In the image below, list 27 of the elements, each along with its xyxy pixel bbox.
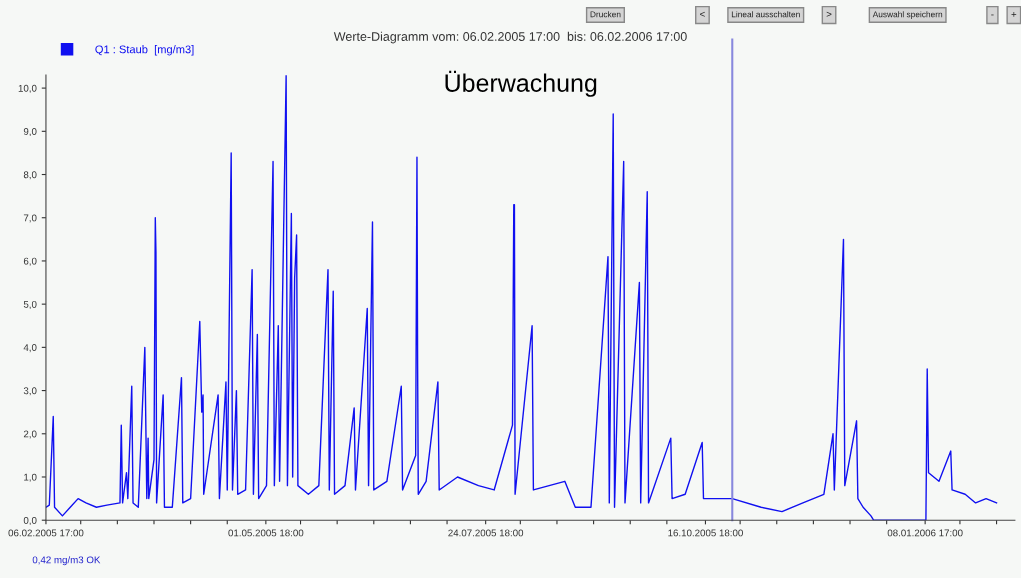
x-tick-label: 06.02.2005 17:00 — [8, 529, 84, 537]
text: 0,42 mg/m3 OK — [32, 556, 101, 566]
x-tick-label: 24.07.2005 18:00 — [448, 529, 524, 537]
x-tick-label: 16.10.2005 18:00 — [668, 529, 743, 537]
legend-label: Q1 : Staub [mg/m3] — [95, 45, 194, 56]
chart-title: Werte-Diagramm vom: 06.02.2005 17:00 bis: 06.02.2006 17:00 — [333, 31, 687, 44]
y-tick-label: 3,0 — [23, 387, 37, 396]
text: > — [826, 11, 832, 17]
y-tick-label: 8,0 — [23, 171, 37, 180]
text: Drucken — [590, 11, 621, 18]
text: Auswahl speichern — [872, 11, 943, 19]
y-tick-label: 1,0 — [24, 473, 37, 482]
y-tick-label: 9,0 — [23, 128, 37, 137]
y-tick-label: 5,0 — [23, 300, 37, 309]
y-tick-label: 0,0 — [23, 516, 37, 525]
y-tick-label: 10,0 — [18, 84, 37, 93]
x-tick-label: 01.05.2005 18:00 — [228, 529, 304, 537]
text: < — [700, 11, 705, 17]
text: - — [991, 14, 994, 16]
annotation: Überwachung — [445, 70, 597, 97]
text: + — [1011, 11, 1017, 17]
y-tick-label: 6,0 — [23, 257, 37, 266]
y-tick-label: 2,0 — [23, 430, 37, 439]
x-tick-label: 08.01.2006 17:00 — [887, 529, 963, 537]
text: Lineal ausschalten — [731, 11, 800, 18]
y-tick-label: 7,0 — [23, 214, 37, 223]
y-tick-label: 4,0 — [23, 344, 37, 353]
